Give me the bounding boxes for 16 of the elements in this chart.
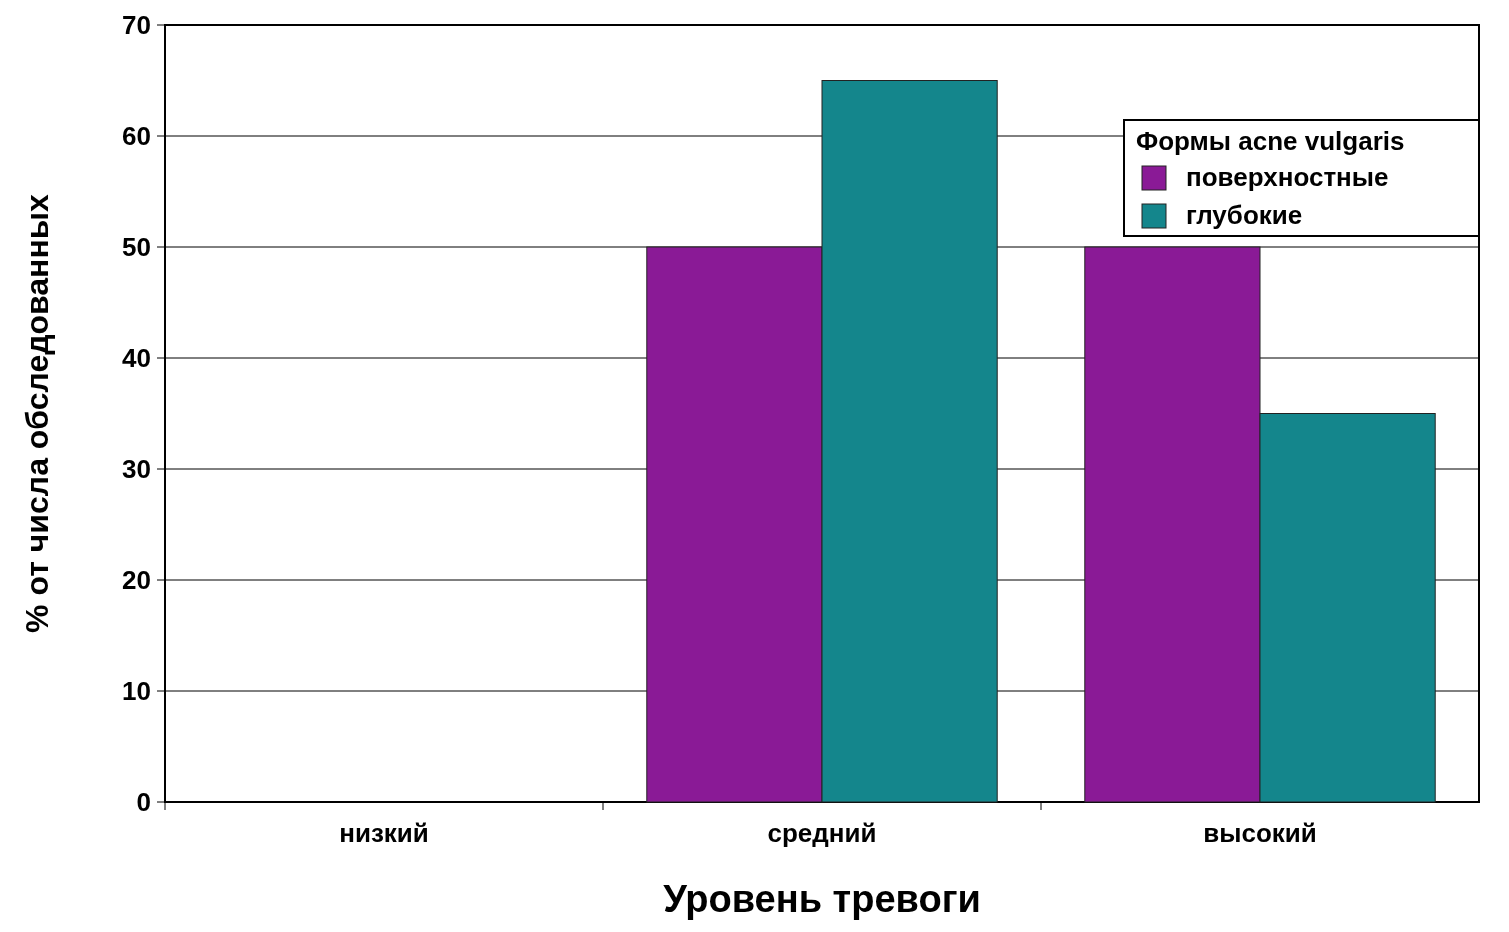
y-tick-label: 60	[122, 121, 151, 152]
x-tick-label: низкий	[339, 818, 429, 848]
y-tick-label: 20	[122, 565, 151, 596]
y-tick-label: 0	[136, 787, 151, 818]
x-axis-title: Уровень тревоги	[663, 878, 981, 920]
y-tick-label: 10	[122, 676, 151, 707]
legend-label: поверхностные	[1186, 162, 1389, 192]
legend-label: глубокие	[1186, 200, 1303, 230]
legend-title: Формы acne vulgaris	[1136, 126, 1405, 156]
x-tick-label: средний	[767, 818, 877, 848]
x-tick-label: высокий	[1203, 818, 1317, 848]
y-tick-label: 50	[122, 232, 151, 263]
y-tick-label: 40	[122, 343, 151, 374]
y-tick-label: 30	[122, 454, 151, 485]
y-tick-label: 70	[122, 10, 151, 41]
y-axis-title: % от числа обследованных	[19, 193, 55, 633]
